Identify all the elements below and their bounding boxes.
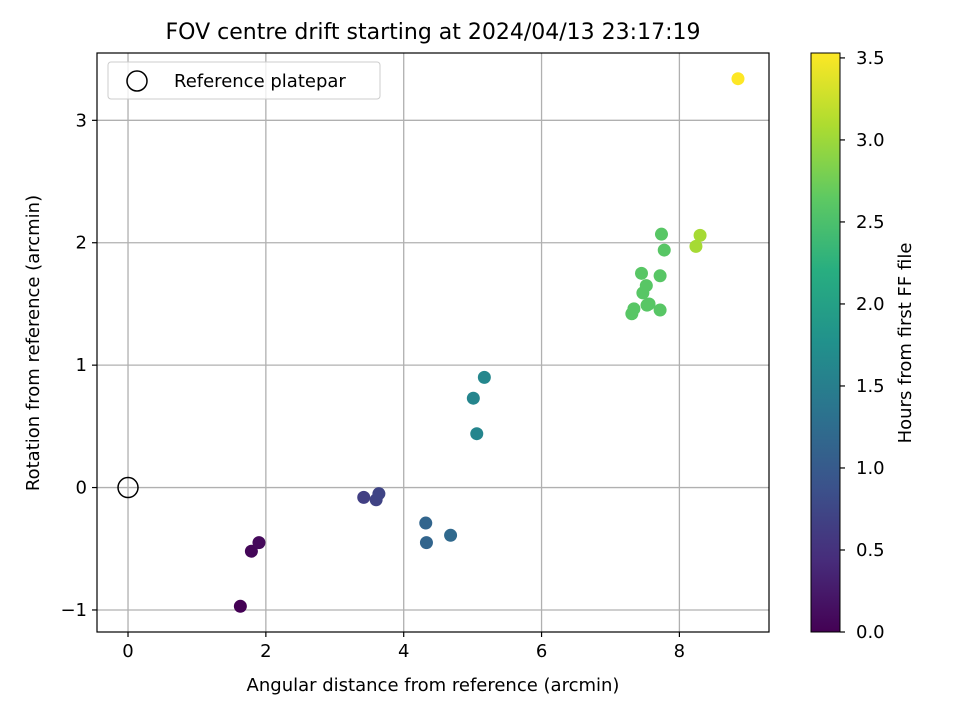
data-point bbox=[477, 370, 491, 384]
data-point bbox=[233, 599, 247, 613]
reference-platepar-point bbox=[117, 476, 139, 499]
data-point bbox=[642, 297, 656, 311]
x-axis-ticks: 0 2 4 6 8 bbox=[122, 632, 685, 662]
x-axis-label: Angular distance from reference (arcmin) bbox=[247, 675, 620, 696]
data-point bbox=[419, 516, 433, 530]
data-point bbox=[689, 239, 703, 253]
x-tick-label: 6 bbox=[536, 641, 547, 662]
data-point bbox=[470, 427, 484, 441]
y-tick-label: 2 bbox=[76, 233, 87, 254]
data-point bbox=[372, 487, 386, 501]
data-point bbox=[654, 227, 668, 241]
colorbar-tick-label: 0.0 bbox=[856, 622, 885, 643]
grid bbox=[97, 53, 769, 632]
x-tick-label: 8 bbox=[674, 641, 685, 662]
data-point bbox=[444, 528, 458, 542]
y-tick-label: 0 bbox=[76, 478, 87, 499]
colorbar-label: Hours from first FF file bbox=[895, 243, 916, 444]
legend-box bbox=[107, 61, 381, 100]
data-point bbox=[639, 279, 653, 293]
colorbar-tick-label: 1.5 bbox=[856, 376, 885, 397]
colorbar-tick-label: 3.5 bbox=[856, 48, 885, 69]
data-point bbox=[634, 266, 648, 280]
data-point bbox=[466, 391, 480, 405]
data-point bbox=[693, 228, 707, 242]
x-tick-label: 0 bbox=[122, 641, 133, 662]
legend-marker-icon bbox=[126, 70, 148, 92]
data-points bbox=[233, 72, 745, 613]
colorbar-tick-label: 0.5 bbox=[856, 540, 885, 561]
data-point bbox=[244, 544, 258, 558]
data-point bbox=[252, 536, 266, 550]
colorbar: 0.0 0.5 1.0 1.5 2.0 2.5 3.0 3.5 Hours from firs… bbox=[810, 48, 916, 643]
x-tick-label: 2 bbox=[260, 641, 271, 662]
y-tick-label: 3 bbox=[76, 110, 87, 131]
data-point bbox=[627, 302, 641, 316]
colorbar-tick-label: 1.0 bbox=[856, 458, 885, 479]
data-point bbox=[653, 303, 667, 317]
y-tick-label: 1 bbox=[76, 355, 87, 376]
plot-frame bbox=[96, 52, 770, 633]
legend: Reference platepar bbox=[107, 61, 381, 100]
colorbar-tick-label: 3.0 bbox=[856, 130, 885, 151]
data-point bbox=[653, 269, 667, 283]
colorbar-gradient bbox=[810, 52, 841, 633]
data-point bbox=[419, 536, 433, 550]
data-point bbox=[357, 490, 371, 504]
legend-entry-label: Reference platepar bbox=[174, 71, 346, 92]
x-tick-label: 4 bbox=[398, 641, 409, 662]
data-point bbox=[657, 243, 671, 257]
reference-marker bbox=[117, 476, 139, 499]
data-point bbox=[731, 72, 745, 86]
y-axis-label: Rotation from reference (arcmin) bbox=[23, 195, 44, 491]
chart-title: FOV centre drift starting at 2024/04/13 … bbox=[166, 20, 701, 45]
colorbar-tick-label: 2.0 bbox=[856, 294, 885, 315]
colorbar-ticks: 0.0 0.5 1.0 1.5 2.0 2.5 3.0 3.5 bbox=[840, 48, 885, 643]
colorbar-tick-label: 2.5 bbox=[856, 212, 885, 233]
y-axis-ticks: −1 0 1 2 3 bbox=[60, 110, 97, 621]
y-tick-label: −1 bbox=[60, 600, 87, 621]
